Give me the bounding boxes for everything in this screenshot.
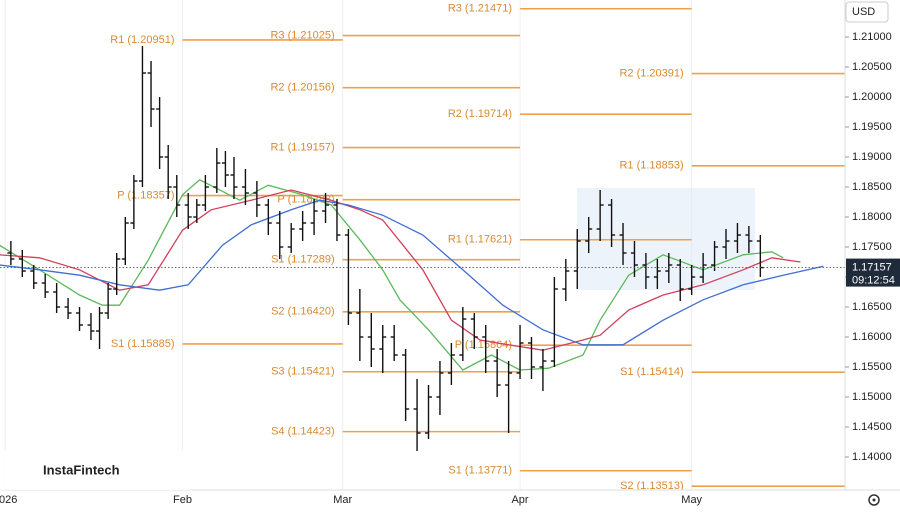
settings-ring[interactable] (868, 494, 880, 506)
currency[interactable]: USD (852, 6, 875, 18)
pivot-label: R1 (1.20951) (110, 34, 174, 46)
pivot-label: R3 (1.21471) (448, 3, 512, 15)
pivot-label: R2 (1.20156) (270, 82, 334, 94)
x-tick-label: Feb (173, 494, 192, 506)
y-tick-label: 1.20500 (852, 61, 892, 73)
bars (0, 46, 845, 452)
moving-average (0, 189, 801, 351)
y-tick-label: 1.15000 (852, 391, 892, 403)
y-tick-label: 1.21000 (852, 31, 892, 43)
y-tick-label: 1.16000 (852, 331, 892, 343)
pivot-label: S1 (1.13771) (448, 465, 512, 477)
y-tick-label: 1.19500 (852, 121, 892, 133)
timer: 09:12:54 (852, 274, 895, 286)
y-tick-label: 1.14500 (852, 421, 892, 433)
settings-icon[interactable] (868, 494, 880, 506)
y-tick-label: 1.16500 (852, 301, 892, 313)
currency-box[interactable] (845, 1, 889, 23)
y-tick-label: 1.17500 (852, 241, 892, 253)
last-price-box (846, 258, 900, 287)
pivot-label: S1 (1.17289) (271, 254, 335, 266)
pivot-label: S2 (1.16420) (271, 306, 335, 318)
pivot-label: P (1.15864) (455, 339, 512, 351)
y-tick-label: 1.19000 (852, 151, 892, 163)
pivot-label: R2 (1.19714) (448, 108, 512, 120)
brand: InstaFintech (43, 462, 120, 477)
x-tick-label: Apr (511, 494, 528, 506)
y-tick-label: 1.20000 (852, 91, 892, 103)
pivot-label: R1 (1.19157) (270, 142, 334, 154)
pivot-label: S4 (1.14423) (271, 426, 335, 438)
y-tick-label: 1.15500 (852, 361, 892, 373)
pivot-label: S2 (1.13513) (620, 480, 684, 492)
x-tick-label: 2026 (0, 494, 17, 506)
moving-average (0, 199, 824, 346)
settings-dot[interactable] (872, 498, 876, 502)
pivots: R1 (1.20951) P (1.18357) S1 (1.15885) R3 (1… (110, 3, 845, 492)
pivot-label: R2 (1.20391) (619, 67, 683, 79)
y-tick-label: 1.18500 (852, 181, 892, 193)
pivot-label: S3 (1.15421) (271, 366, 335, 378)
x-tick-label: Mar (333, 494, 352, 506)
last-price-label: 1.17157 (852, 261, 892, 273)
y-tick-label: 1.14000 (852, 451, 892, 463)
pivot-label: R1 (1.18853) (619, 160, 683, 172)
x-tick-label: May (681, 494, 702, 506)
pivot-label: S1 (1.15414) (620, 366, 684, 378)
pivot-label: R1 (1.17621) (448, 234, 512, 246)
pivot-label: R3 (1.21025) (270, 29, 334, 41)
brand-bg (0, 450, 190, 490)
pivot-label: P (1.18357) (117, 189, 174, 201)
pivot-label: P (1.18288) (277, 194, 334, 206)
y-tick-label: 1.18000 (852, 211, 892, 223)
pivot-label: S1 (1.15885) (111, 338, 175, 350)
